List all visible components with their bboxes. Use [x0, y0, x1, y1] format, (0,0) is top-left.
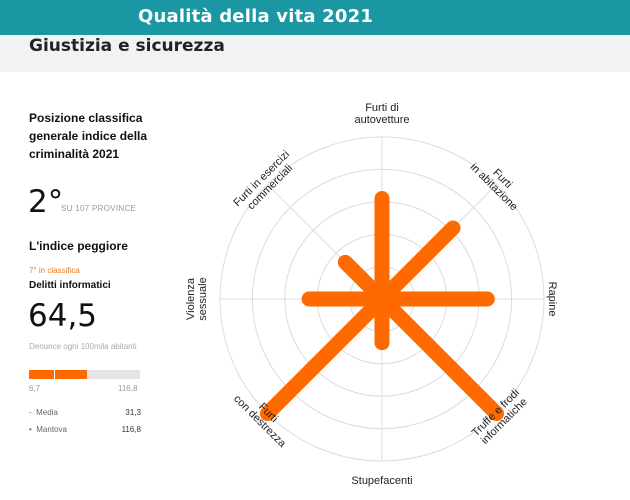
spoke-1: [374, 220, 461, 307]
axis-label-6: Violenzasessuale: [185, 277, 209, 321]
range-min-label: 6,7: [29, 384, 41, 393]
ranking-label: Posizione classifica generale indice del…: [29, 111, 148, 161]
axis-label-4: Stupefacenti: [351, 475, 412, 487]
content-card: Posizione classifica generale indice del…: [0, 72, 630, 500]
range-bar-fill: [29, 370, 88, 379]
ranking-value: 2°: [28, 184, 64, 220]
spoke-3: [374, 291, 505, 422]
ranking-suffix: SU 107 PROVINCE: [61, 204, 137, 213]
legend-mantova-label: Mantova: [36, 425, 67, 434]
worst-index-unit: Denunce ogni 100mila abitanti: [29, 342, 137, 351]
header-bar: Qualità della vita 2021: [0, 0, 630, 35]
legend-mantova-value: 116,8: [121, 425, 141, 434]
legend-mantova-marker: •: [29, 425, 32, 434]
page-title: Qualità della vita 2021: [138, 6, 374, 27]
range-max-label: 116,8: [118, 384, 138, 393]
range-bar: [29, 370, 140, 379]
legend-media-value: 31,3: [125, 408, 141, 417]
spoke-5: [259, 291, 390, 422]
legend-media-label: Media: [36, 408, 58, 417]
worst-index-value: 64,5: [28, 298, 98, 334]
axis-label-0: Furti di autovetture: [354, 102, 409, 126]
section-title: Giustizia e sicurezza: [29, 36, 225, 56]
spoke-7: [337, 254, 390, 307]
media-marker: [53, 370, 55, 379]
worst-index-title: L'indice peggiore: [29, 239, 128, 253]
legend-mantova: • Mantova 116,8: [29, 425, 141, 434]
worst-index-rank: 7° in classifica: [29, 266, 80, 275]
worst-index-name: Delitti informatici: [29, 280, 111, 291]
legend-media-marker: -: [29, 408, 32, 417]
axis-label-2: Rapine: [546, 282, 558, 317]
legend-media: - Media 31,3: [29, 408, 141, 417]
